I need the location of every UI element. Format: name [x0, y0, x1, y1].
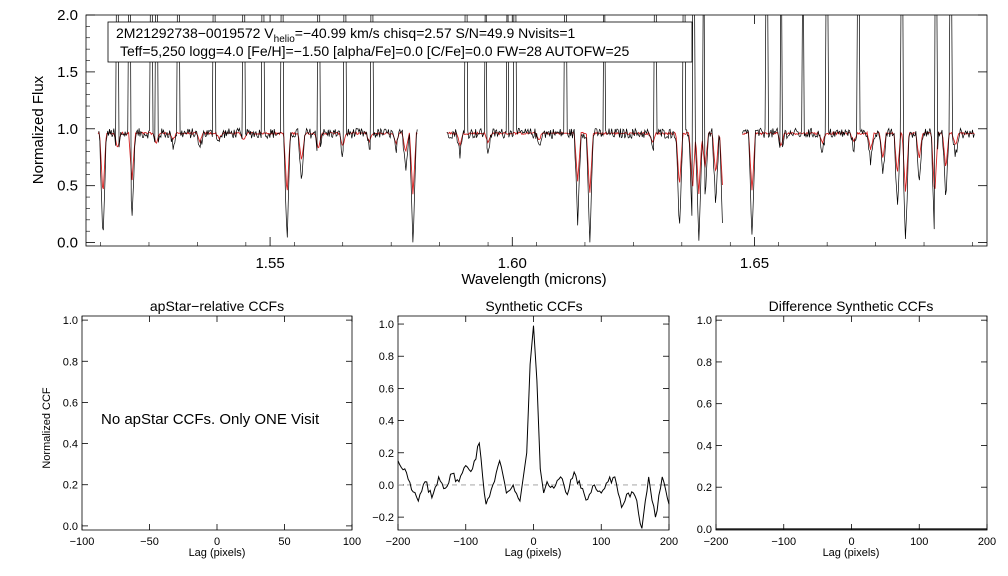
ccf-x-tick-label: 0: [530, 536, 536, 548]
ccf-y-tick-label: 0.4: [379, 416, 394, 428]
spectrum-traces: [97, 15, 975, 243]
ccf-x-tick-label: −100: [453, 536, 478, 548]
model-spectrum-chip-1: [97, 130, 418, 195]
info-box: [107, 21, 693, 63]
ccf-y-tick-label: 1.0: [697, 315, 712, 327]
synthetic-ticks: −200 −100 0 100 200 −0.2 0.0 0.2 0.4 0.6 0.8 1.0: [372, 316, 678, 548]
ccf-y-tick-label: 0.0: [379, 480, 394, 492]
ccf-x-tick-label: −200: [386, 536, 411, 548]
ccf-y-tick-label: 0.2: [379, 448, 394, 460]
observed-spectrum-chip-2: [446, 15, 723, 243]
ccf-y-tick-label: 0.8: [63, 356, 78, 368]
spectrum-clipped-group: [97, 15, 975, 243]
ccf-ylabel: Normalized CCF: [41, 387, 53, 469]
ccf-x-tick-label: 100: [343, 536, 361, 548]
apstar-xlabel: Lag (pixels): [189, 547, 246, 559]
spectrum-x-tick-label: 1.55: [255, 255, 284, 272]
spectrum-x-tick-label: 1.60: [498, 255, 527, 272]
spectrum-xlabel: Wavelength (microns): [461, 271, 606, 288]
spectrum-x-tick-label: 1.65: [740, 255, 769, 272]
info-line-1: 2M21292738−0019572 Vhelio=−40.99 km/s ch…: [116, 25, 576, 45]
synthetic-ccf-line: [397, 325, 670, 529]
ccf-y-tick-label: 0.6: [697, 399, 712, 411]
spectrum-panel: 0.0 0.5 1.0 1.5 2.0 1.55 1.60 1.65 Normalized …: [30, 7, 988, 288]
ccf-x-tick-label: 100: [910, 536, 928, 548]
ccf-y-tick-label: 0.4: [697, 440, 712, 452]
synthetic-traces: [397, 325, 670, 529]
info-line-1-pre: 2M21292738−0019572 V: [116, 25, 274, 41]
apstar-message: No apStar CCFs. Only ONE Visit: [101, 411, 320, 428]
ccf-y-tick-label: 0.6: [379, 383, 394, 395]
observed-spectrum-chip-3: [742, 15, 975, 240]
spectrum-y-ticks: 0.0 0.5 1.0 1.5 2.0: [57, 7, 987, 252]
ccf-y-tick-label: −0.2: [372, 512, 394, 524]
ccf-x-tick-label: 0: [848, 536, 854, 548]
spectrum-ylabel: Normalized Flux: [30, 75, 47, 184]
synthetic-plot-frame: [397, 315, 670, 531]
model-spectrum-chip-3: [742, 130, 975, 192]
ccf-y-tick-label: 1.0: [63, 315, 78, 327]
ccf-x-tick-label: 0: [214, 536, 220, 548]
difference-ccf-panel: Difference Synthetic CCFs −200 −100 0 100 20…: [697, 298, 996, 559]
ccf-x-tick-label: −200: [704, 536, 729, 548]
ccf-y-tick-label: 1.0: [379, 319, 394, 331]
spectrum-y-tick-label: 0.0: [57, 235, 78, 252]
difference-title: Difference Synthetic CCFs: [769, 298, 934, 314]
synthetic-title: Synthetic CCFs: [485, 298, 582, 314]
synthetic-ccf-panel: Synthetic CCFs −200 −100 0 100 200 −0.2 0.0 0.2…: [372, 298, 678, 559]
ccf-y-tick-label: 0.0: [63, 521, 78, 533]
ccf-x-tick-label: −100: [771, 536, 796, 548]
ccf-y-tick-label: 0.8: [379, 351, 394, 363]
ccf-x-tick-label: 100: [592, 536, 610, 548]
ccf-x-tick-label: 200: [978, 536, 996, 548]
info-line-1-post: =−40.99 km/s chisq=2.57 S/N=49.9 Nvisits…: [295, 25, 576, 41]
info-line-2: Teff=5,250 logg=4.0 [Fe/H]=−1.50 [alpha/…: [120, 43, 629, 59]
difference-plot-frame: [715, 315, 988, 531]
ccf-x-tick-label: −100: [70, 536, 95, 548]
difference-xlabel: Lag (pixels): [823, 547, 880, 559]
difference-ticks: −200 −100 0 100 200 0.0 0.2 0.4 0.6 0.8 1.0: [697, 315, 996, 548]
spectrum-y-tick-label: 1.5: [57, 64, 78, 81]
ccf-y-tick-label: 0.6: [63, 397, 78, 409]
spectrum-y-tick-label: 0.5: [57, 178, 78, 195]
ccf-y-tick-label: 0.4: [63, 439, 78, 451]
ccf-y-tick-label: 0.2: [63, 480, 78, 492]
spectrum-y-tick-label: 1.0: [57, 121, 78, 138]
spectrum-y-tick-label: 2.0: [57, 7, 78, 24]
ccf-y-tick-label: 0.0: [697, 524, 712, 536]
apstar-title: apStar−relative CCFs: [150, 298, 284, 314]
ccf-y-tick-label: 0.2: [697, 482, 712, 494]
apstar-ccf-panel: apStar−relative CCFs −100 −50 0 50 100 0.0 0.2…: [41, 298, 361, 559]
synthetic-xlabel: Lag (pixels): [505, 547, 562, 559]
ccf-y-tick-label: 0.8: [697, 357, 712, 369]
spectrum-x-ticks: 1.55 1.60 1.65: [100, 15, 973, 272]
info-line-1-sub: helio: [274, 34, 296, 45]
ccf-x-tick-label: −50: [140, 536, 159, 548]
ccf-x-tick-label: 200: [660, 536, 678, 548]
model-spectrum-chip-2: [446, 131, 723, 194]
apstar-ticks: −100 −50 0 50 100 0.0 0.2 0.4 0.6 0.8 1.0: [63, 315, 361, 548]
ccf-x-tick-label: 50: [278, 536, 290, 548]
observed-spectrum-chip-1: [98, 15, 418, 243]
